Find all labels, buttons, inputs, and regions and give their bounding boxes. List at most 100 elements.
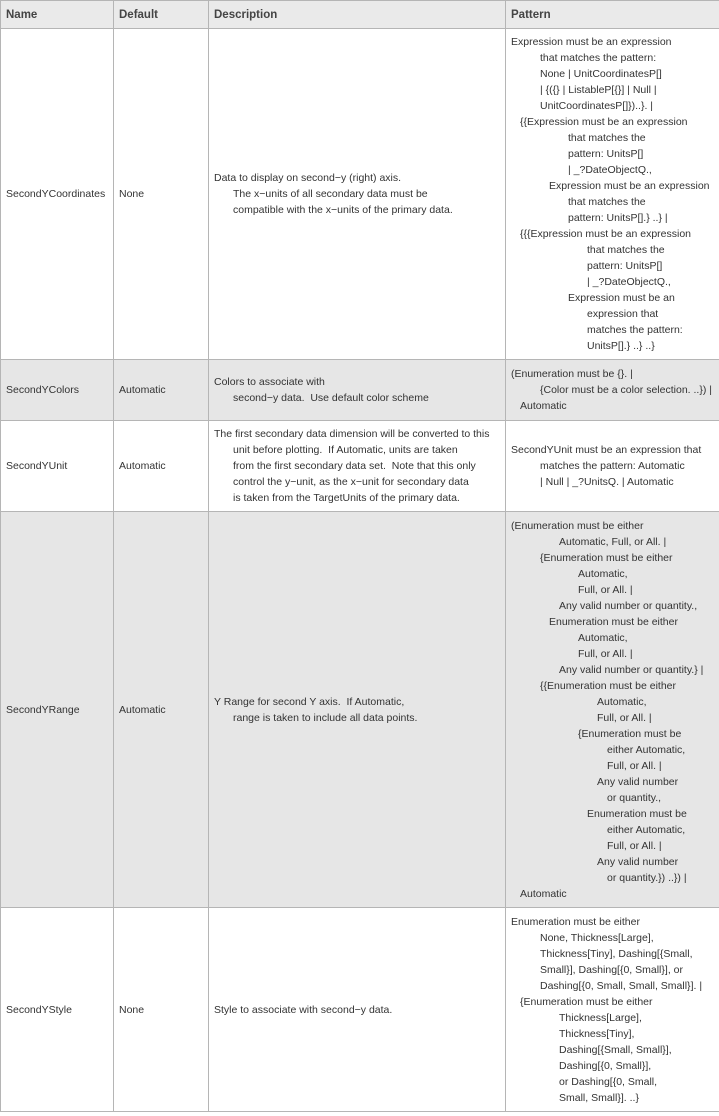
- default-cell: Automatic: [113, 359, 209, 421]
- pattern-line: Expression must be an: [568, 292, 675, 304]
- pattern-line: Full, or All. |: [607, 759, 662, 772]
- column-header: Pattern: [505, 0, 719, 29]
- pattern-line: Full, or All. |: [578, 583, 633, 596]
- pattern-line: that matches the: [587, 244, 665, 256]
- name-cell: SecondYCoordinates: [0, 28, 114, 360]
- pattern-line: matches the pattern:: [587, 324, 683, 336]
- pattern-cell: (Enumeration must be {}. | {Color must be…: [505, 359, 719, 421]
- header-row: Name Default Description Pattern: [0, 0, 719, 29]
- pattern-line: Dashing[{0, Small, Small, Small}]. |: [540, 979, 703, 992]
- pattern-line: Automatic: [520, 887, 567, 900]
- pattern-line: or quantity.,: [607, 791, 662, 804]
- pattern-line: Any valid number or quantity.,: [559, 599, 698, 612]
- pattern-line: Any valid number: [597, 855, 679, 868]
- pattern-line: | {({} | ListableP[{}] | Null |: [540, 84, 657, 96]
- pattern-line: | Null | _?UnitsQ. | Automatic: [540, 476, 674, 488]
- pattern-line: Full, or All. |: [597, 711, 652, 724]
- description-line: The first secondary data dimension will …: [214, 428, 490, 440]
- pattern-line: that matches the: [568, 132, 646, 144]
- pattern-line: Enumeration must be either: [511, 915, 640, 928]
- pattern-line: Any valid number or quantity.} |: [559, 663, 704, 676]
- pattern-line: {{Enumeration must be either: [540, 679, 676, 692]
- pattern-line: (Enumeration must be {}. |: [511, 368, 633, 380]
- description-line: Y Range for second Y axis. If Automatic,: [214, 695, 405, 708]
- pattern-line: pattern: UnitsP[].} ..} |: [568, 212, 668, 224]
- table-row: SecondYCoordinates None Data to display on…: [0, 28, 719, 360]
- description-line: unit before plotting. If Automatic, unit…: [233, 444, 458, 456]
- pattern-line: Dashing[{0, Small}],: [559, 1059, 652, 1072]
- pattern-line: Thickness[Tiny], Dashing[{Small,: [540, 947, 693, 960]
- pattern-cell: (Enumeration must be either Automatic, Fu…: [505, 511, 719, 908]
- name-cell: SecondYStyle: [0, 907, 114, 1112]
- pattern-line: (Enumeration must be either: [511, 519, 644, 532]
- description-line: Style to associate with second−y data.: [214, 1003, 393, 1016]
- pattern-line: Enumeration must be either: [549, 615, 678, 628]
- table-row: SecondYRange Automatic Y Range for second …: [0, 511, 719, 908]
- description-line: The x−units of all secondary data must b…: [233, 188, 428, 200]
- description-cell: Colors to associate with second−y data. U…: [208, 359, 506, 421]
- description-cell: Style to associate with second−y data.: [208, 907, 506, 1112]
- default-cell: None: [113, 28, 209, 360]
- pattern-line: matches the pattern: Automatic: [540, 460, 685, 472]
- default-cell: Automatic: [113, 511, 209, 908]
- default-cell: Automatic: [113, 420, 209, 512]
- column-header: Name: [0, 0, 114, 29]
- pattern-line: UnitsP[].} ..} ..}: [587, 340, 655, 352]
- pattern-line: | _?DateObjectQ.,: [568, 164, 652, 176]
- column-header: Description: [208, 0, 506, 29]
- pattern-line: Automatic,: [597, 695, 647, 708]
- pattern-cell: SecondYUnit must be an expression that ma…: [505, 420, 719, 512]
- description-line: is taken from the TargetUnits of the pri…: [233, 492, 460, 504]
- pattern-line: either Automatic,: [607, 823, 686, 836]
- description-line: compatible with the x−units of the prima…: [233, 204, 453, 216]
- description-line: Colors to associate with: [214, 376, 325, 388]
- description-cell: Data to display on second−y (right) axis…: [208, 28, 506, 360]
- pattern-line: Full, or All. |: [578, 647, 633, 660]
- pattern-line: Enumeration must be: [587, 807, 687, 820]
- pattern-line: pattern: UnitsP[]: [568, 148, 644, 160]
- pattern-line: {Enumeration must be either: [540, 551, 673, 564]
- pattern-line: Small, Small}]. ..}: [559, 1091, 639, 1104]
- pattern-line: {Enumeration must be either: [520, 995, 653, 1008]
- pattern-line: None, Thickness[Large],: [540, 931, 654, 944]
- description-cell: The first secondary data dimension will …: [208, 420, 506, 512]
- pattern-line: {Enumeration must be: [578, 727, 682, 740]
- pattern-cell: Enumeration must be either None, Thicknes…: [505, 907, 719, 1112]
- pattern-line: Small}], Dashing[{0, Small}], or: [540, 963, 683, 976]
- pattern-line: Any valid number: [597, 775, 679, 788]
- pattern-line: Full, or All. |: [607, 839, 662, 852]
- description-line: from the first secondary data set. Note …: [233, 460, 476, 472]
- pattern-line: Expression must be an expression: [549, 180, 710, 192]
- pattern-line: Thickness[Tiny],: [559, 1027, 635, 1040]
- pattern-line: Expression must be an expression: [511, 36, 672, 48]
- pattern-line: Dashing[{Small, Small}],: [559, 1043, 672, 1056]
- table-body: SecondYCoordinates None Data to display on…: [0, 28, 719, 1112]
- name-cell: SecondYColors: [0, 359, 114, 421]
- name-cell: SecondYRange: [0, 511, 114, 908]
- description-line: second−y data. Use default color scheme: [233, 392, 429, 404]
- pattern-line: | _?DateObjectQ.,: [587, 276, 671, 288]
- pattern-line: Automatic, Full, or All. |: [559, 535, 667, 548]
- table-row: SecondYStyle None Style to associate with …: [0, 907, 719, 1112]
- table-row: SecondYColors Automatic Colors to associat…: [0, 359, 719, 421]
- description-line: Data to display on second−y (right) axis…: [214, 172, 402, 184]
- pattern-line: {{Expression must be an expression: [520, 116, 688, 128]
- pattern-line: UnitCoordinatesP[]})..}. |: [540, 100, 654, 112]
- pattern-line: {{{Expression must be an expression: [520, 228, 692, 240]
- pattern-line: {Color must be a color selection. ..}) |: [540, 384, 712, 396]
- pattern-line: SecondYUnit must be an expression that: [511, 444, 702, 456]
- name-cell: SecondYUnit: [0, 420, 114, 512]
- description-line: range is taken to include all data point…: [233, 711, 418, 724]
- pattern-line: None | UnitCoordinatesP[]: [540, 68, 662, 80]
- pattern-line: that matches the: [568, 196, 646, 208]
- pattern-line: that matches the pattern:: [540, 52, 657, 64]
- column-header: Default: [113, 0, 209, 29]
- description-cell: Y Range for second Y axis. If Automatic,…: [208, 511, 506, 908]
- pattern-line: Automatic: [520, 400, 567, 412]
- table-row: SecondYUnit Automatic The first secondary …: [0, 420, 719, 512]
- pattern-line: or quantity.}) ..}) |: [607, 871, 687, 884]
- pattern-line: Thickness[Large],: [559, 1011, 642, 1024]
- pattern-line: or Dashing[{0, Small,: [559, 1075, 658, 1088]
